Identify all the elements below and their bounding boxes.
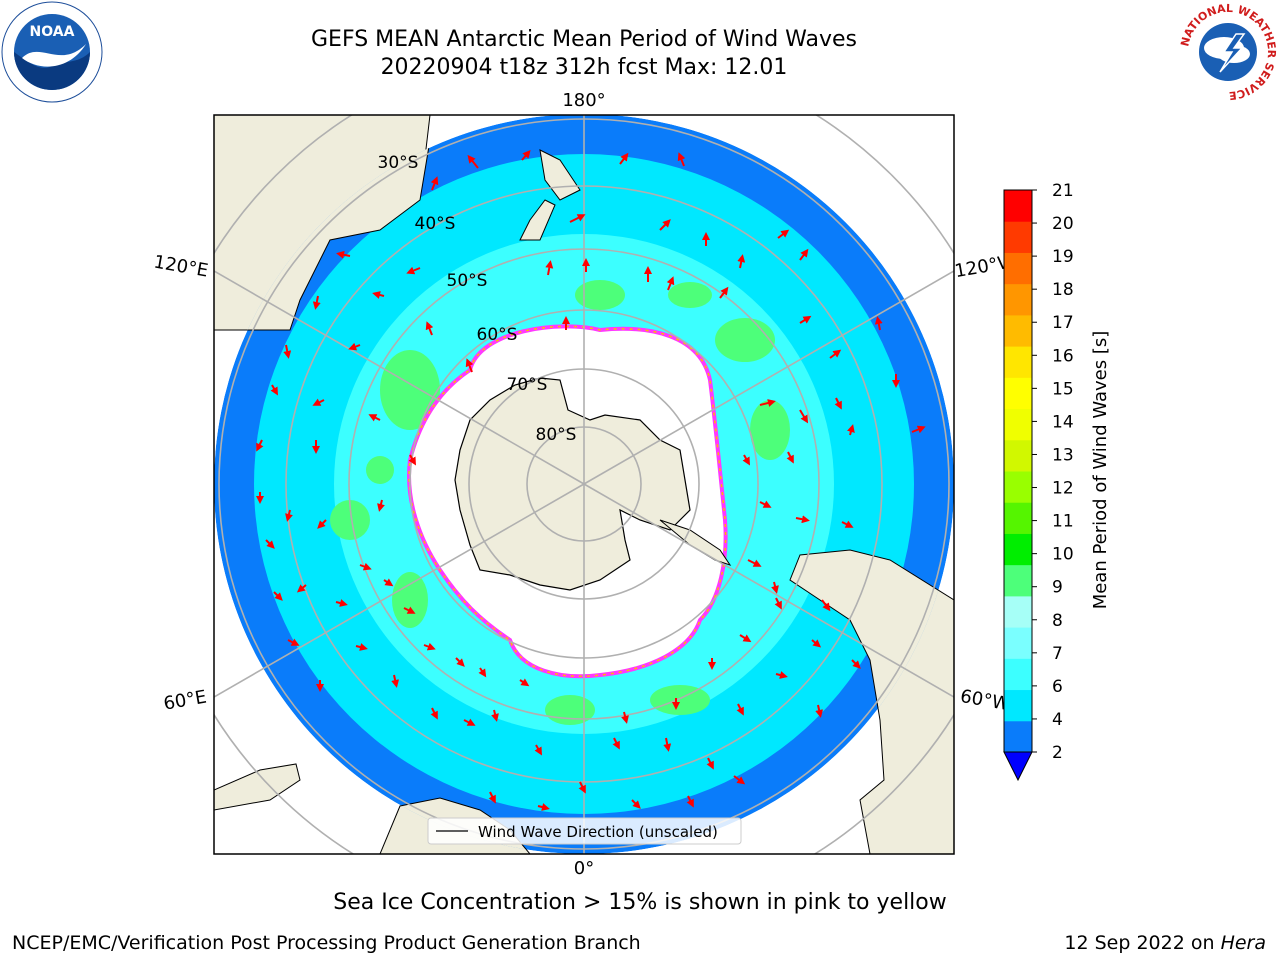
colorbar-tick-label: 14 — [1052, 412, 1074, 432]
lat-label-60s: 60°S — [477, 325, 518, 345]
credit-date: 12 Sep 2022 on — [1064, 932, 1221, 954]
wind-wave-arrows — [256, 149, 926, 811]
colorbar-segment — [1004, 471, 1032, 503]
colorbar-segment — [1004, 283, 1032, 316]
colorbar-segment — [1004, 502, 1032, 534]
colorbar-segment — [1004, 720, 1032, 753]
map-legend: Wind Wave Direction (unscaled) — [427, 817, 742, 845]
credit-right: 12 Sep 2022 on Hera — [1064, 932, 1266, 954]
colorbar-tick-label: 11 — [1052, 512, 1074, 532]
colorbar-segment — [1004, 533, 1032, 566]
svg-text:NOAA: NOAA — [30, 24, 75, 40]
colorbar-segment — [1004, 346, 1032, 378]
colorbar-tick-label: 20 — [1052, 214, 1074, 234]
colorbar-segment — [1004, 627, 1032, 659]
colorbar-segment — [1004, 689, 1032, 722]
colorbar-segment — [1004, 377, 1032, 410]
noaa-logo: NOAA — [1, 1, 103, 103]
lon-label-120e: 120°E — [152, 251, 210, 281]
colorbar-tick-label: 8 — [1052, 611, 1063, 631]
colorbar-under-extension — [1003, 751, 1033, 782]
lat-label-80s: 80°S — [536, 425, 577, 445]
colorbar-tick-label: 16 — [1052, 346, 1074, 366]
lat-label-70s: 70°S — [507, 375, 548, 395]
legend-label: Wind Wave Direction (unscaled) — [478, 823, 718, 841]
colorbar-outline — [1003, 189, 1033, 753]
credit-host: Hera — [1220, 932, 1266, 954]
colorbar-tick-label: 19 — [1052, 247, 1074, 267]
new-zealand-north — [539, 149, 581, 201]
colorbar-segment — [1004, 658, 1032, 691]
lon-label-60e: 60°E — [162, 686, 208, 714]
colorbar-segment — [1004, 314, 1032, 347]
lat-label-50s: 50°S — [447, 271, 488, 291]
credit-left: NCEP/EMC/Verification Post Processing Pr… — [12, 932, 641, 954]
map-subtitle: 20220904 t18z 312h fcst Max: 12.01 — [380, 55, 788, 80]
colorbar-segment — [1004, 221, 1032, 253]
lon-label-0: 0° — [574, 858, 594, 879]
colorbar-label: Mean Period of Wind Waves [s] — [1090, 331, 1111, 610]
colorbar-segment — [1004, 190, 1032, 222]
graticule — [214, 115, 954, 854]
lat-label-30s: 30°S — [378, 153, 419, 173]
colorbar-tick-label: 12 — [1052, 479, 1074, 499]
colorbar-tick-label: 2 — [1052, 743, 1063, 763]
colorbar-tick-label: 6 — [1052, 677, 1063, 697]
colorbar-tick-label: 15 — [1052, 379, 1074, 399]
new-zealand-south — [519, 199, 556, 241]
colorbar-tick-label: 21 — [1052, 181, 1074, 201]
lat-label-40s: 40°S — [415, 214, 456, 234]
map-frame-border — [213, 114, 955, 855]
colorbar-segment — [1004, 439, 1032, 472]
map-title: GEFS MEAN Antarctic Mean Period of Wind … — [311, 27, 857, 52]
lon-label-180: 180° — [562, 90, 605, 111]
colorbar-tick-label: 17 — [1052, 313, 1074, 333]
colorbar: 2 4 6 7 8 9 10 11 12 13 14 15 16 17 18 19 20 21 — [1003, 181, 1074, 782]
colorbar-segment — [1004, 595, 1032, 628]
nws-logo: NATIONAL WEATHER SERVICE — [1178, 2, 1278, 102]
colorbar-tick-label: 18 — [1052, 280, 1074, 300]
colorbar-segment — [1004, 408, 1032, 441]
colorbar-segment — [1004, 252, 1032, 285]
sea-ice-note: Sea Ice Concentration > 15% is shown in … — [333, 890, 947, 915]
sea-ice-edge-yellow — [408, 325, 727, 677]
colorbar-tick-label: 7 — [1052, 644, 1063, 664]
antarctica — [454, 377, 691, 591]
wave-period-green-patches — [330, 280, 790, 725]
colorbar-tick-label: 13 — [1052, 445, 1074, 465]
colorbar-tick-label: 9 — [1052, 578, 1063, 598]
colorbar-segment — [1004, 564, 1032, 597]
colorbar-tick-label: 4 — [1052, 710, 1063, 730]
colorbar-tick-label: 10 — [1052, 545, 1074, 565]
